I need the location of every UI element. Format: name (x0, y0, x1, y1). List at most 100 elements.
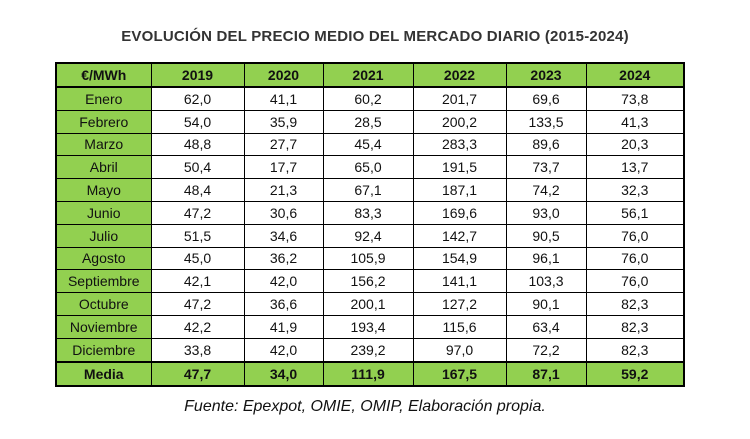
data-row: Noviembre 42,2 41,9 193,4 115,6 63,4 82,3 (55, 314, 685, 339)
cell: 50,4 (150, 155, 245, 180)
cell: 59,2 (585, 360, 685, 387)
row-label: Diciembre (55, 337, 152, 363)
cell: 17,7 (243, 155, 324, 180)
header-row: €/MWh 2019 2020 2021 2022 2023 2024 (55, 62, 685, 88)
cell: 48,4 (150, 178, 245, 202)
cell: 42,2 (150, 314, 245, 339)
cell: 45,0 (150, 246, 245, 271)
cell: 72,2 (505, 337, 587, 363)
cell: 2022 (412, 62, 507, 88)
cell: 2021 (322, 62, 414, 88)
cell: 54,0 (150, 109, 245, 134)
cell: 127,2 (412, 292, 507, 316)
cell: 36,6 (243, 292, 324, 316)
cell: 115,6 (412, 314, 507, 339)
cell: 90,5 (505, 223, 587, 248)
cell: 239,2 (322, 337, 414, 363)
cell: 42,0 (243, 269, 324, 294)
cell: 82,3 (585, 337, 685, 363)
row-label: Mayo (55, 178, 152, 202)
cell: 73,8 (585, 86, 685, 111)
cell: 73,7 (505, 155, 587, 180)
cell: 2019 (150, 62, 245, 88)
cell: 34,0 (243, 360, 324, 387)
row-label: Marzo (55, 132, 152, 157)
data-row: Diciembre 33,8 42,0 239,2 97,0 72,2 82,3 (55, 337, 685, 363)
data-row: Febrero 54,0 35,9 28,5 200,2 133,5 41,3 (55, 109, 685, 134)
data-row: Mayo 48,4 21,3 67,1 187,1 74,2 32,3 (55, 178, 685, 202)
cell: 60,2 (322, 86, 414, 111)
cell: 41,1 (243, 86, 324, 111)
cell: 67,1 (322, 178, 414, 202)
cell: 30,6 (243, 200, 324, 225)
cell: 48,8 (150, 132, 245, 157)
data-row: Junio 47,2 30,6 83,3 169,6 93,0 56,1 (55, 200, 685, 225)
footer-row: Media 47,7 34,0 111,9 167,5 87,1 59,2 (55, 360, 685, 387)
data-row: Julio 51,5 34,6 92,4 142,7 90,5 76,0 (55, 223, 685, 248)
cell: 76,0 (585, 223, 685, 248)
cell: 82,3 (585, 292, 685, 316)
cell: 111,9 (322, 360, 414, 387)
cell: 56,1 (585, 200, 685, 225)
cell: 2020 (243, 62, 324, 88)
cell: 63,4 (505, 314, 587, 339)
cell: 41,3 (585, 109, 685, 134)
cell: 169,6 (412, 200, 507, 225)
cell: 83,3 (322, 200, 414, 225)
data-row: Enero 62,0 41,1 60,2 201,7 69,6 73,8 (55, 86, 685, 111)
cell: 32,3 (585, 178, 685, 202)
data-row: Septiembre 42,1 42,0 156,2 141,1 103,3 76,0 (55, 269, 685, 294)
row-label: Abril (55, 155, 152, 180)
cell: 92,4 (322, 223, 414, 248)
cell: 103,3 (505, 269, 587, 294)
data-row: Marzo 48,8 27,7 45,4 283,3 89,6 20,3 (55, 132, 685, 157)
cell: 96,1 (505, 246, 587, 271)
cell: 33,8 (150, 337, 245, 363)
row-label: Febrero (55, 109, 152, 134)
cell: 21,3 (243, 178, 324, 202)
cell: 51,5 (150, 223, 245, 248)
cell: 200,2 (412, 109, 507, 134)
cell: 47,2 (150, 292, 245, 316)
cell: 82,3 (585, 314, 685, 339)
cell: 45,4 (322, 132, 414, 157)
data-row: Octubre 47,2 36,6 200,1 127,2 90,1 82,3 (55, 292, 685, 316)
cell: 154,9 (412, 246, 507, 271)
cell: 191,5 (412, 155, 507, 180)
data-row: Agosto 45,0 36,2 105,9 154,9 96,1 76,0 (55, 246, 685, 271)
cell: 89,6 (505, 132, 587, 157)
cell: 283,3 (412, 132, 507, 157)
cell: 41,9 (243, 314, 324, 339)
cell: 2023 (505, 62, 587, 88)
cell: 93,0 (505, 200, 587, 225)
cell: 13,7 (585, 155, 685, 180)
cell: 90,1 (505, 292, 587, 316)
table-body: €/MWh 2019 2020 2021 2022 2023 2024 Enero 62,0 41… (55, 62, 685, 387)
row-label: €/MWh (55, 62, 152, 88)
title: EVOLUCIÓN DEL PRECIO MEDIO DEL MERCADO D… (121, 28, 629, 45)
cell: 62,0 (150, 86, 245, 111)
row-label: Julio (55, 223, 152, 248)
cell: 65,0 (322, 155, 414, 180)
cell: 36,2 (243, 246, 324, 271)
cell: 76,0 (585, 246, 685, 271)
row-label: Noviembre (55, 314, 152, 339)
cell: 47,2 (150, 200, 245, 225)
cell: 156,2 (322, 269, 414, 294)
cell: 105,9 (322, 246, 414, 271)
row-label: Junio (55, 200, 152, 225)
cell: 133,5 (505, 109, 587, 134)
cell: 97,0 (412, 337, 507, 363)
cell: 28,5 (322, 109, 414, 134)
cell: 34,6 (243, 223, 324, 248)
row-label: Enero (55, 86, 152, 111)
cell: 74,2 (505, 178, 587, 202)
cell: 47,7 (150, 360, 245, 387)
cell: 141,1 (412, 269, 507, 294)
cell: 2024 (585, 62, 685, 88)
cell: 167,5 (412, 360, 507, 387)
cell: 142,7 (412, 223, 507, 248)
row-label: Octubre (55, 292, 152, 316)
cell: 35,9 (243, 109, 324, 134)
